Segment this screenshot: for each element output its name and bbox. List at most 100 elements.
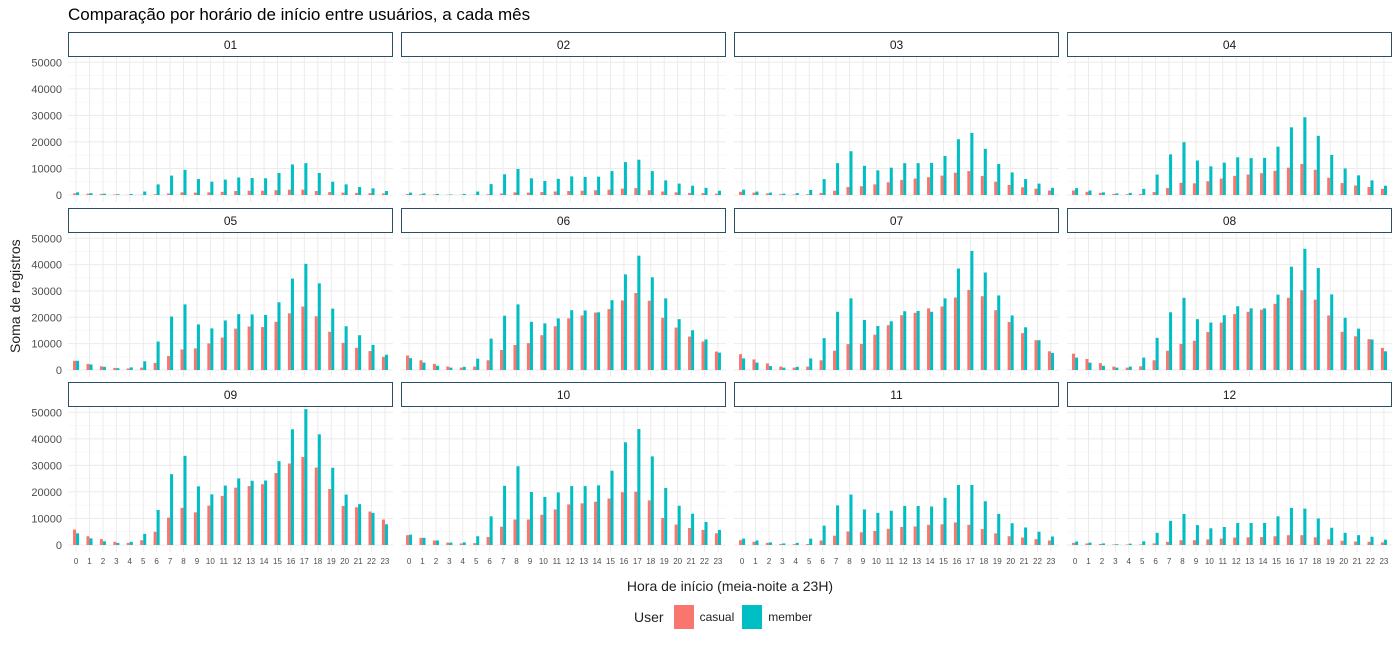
bar-member — [583, 176, 587, 195]
bar-casual — [701, 193, 705, 195]
bar-casual — [341, 342, 345, 370]
bar-casual — [314, 316, 318, 370]
bar-member — [822, 525, 826, 545]
bar-member — [1370, 180, 1374, 195]
bar-casual — [674, 192, 678, 195]
bar-casual — [1072, 190, 1076, 195]
bar-member — [930, 162, 934, 195]
bar-member — [570, 486, 574, 545]
bar-member — [556, 492, 560, 545]
bar-member — [89, 364, 93, 370]
bar-casual — [140, 367, 144, 370]
bar-member — [210, 494, 214, 545]
bar-casual — [328, 331, 332, 370]
bar-member — [717, 352, 721, 370]
bar-member — [650, 171, 654, 195]
bar-casual — [994, 310, 998, 370]
bar-member — [742, 538, 746, 545]
bar-casual — [674, 524, 678, 545]
bar-member — [503, 315, 507, 370]
bar-casual — [714, 193, 718, 195]
bar-casual — [859, 343, 863, 370]
bar-member — [997, 295, 1001, 370]
bar-casual — [1192, 540, 1196, 545]
bar-member — [849, 494, 853, 545]
bar-member — [1222, 162, 1226, 195]
bar-casual — [180, 349, 184, 370]
bar-casual — [886, 325, 890, 370]
bar-casual — [806, 194, 810, 195]
legend-title: User — [634, 609, 664, 625]
bar-member — [1222, 315, 1226, 370]
x-tick-label: 8 — [514, 557, 519, 566]
facet-panel-06: 0601234567891011121314151617181920212223 — [401, 208, 726, 391]
x-tick-label: 4 — [128, 557, 133, 566]
bar-casual — [167, 193, 171, 195]
bar-member — [755, 191, 759, 195]
bar-member — [637, 159, 641, 195]
bar-member — [570, 176, 574, 195]
bar-member — [102, 366, 106, 370]
bar-casual — [980, 296, 984, 370]
x-tick-label: 4 — [461, 557, 466, 566]
bar-casual — [500, 349, 504, 370]
facet-panel-03: 0301234567891011121314151617181920212223 — [734, 32, 1059, 216]
bar-member — [997, 163, 1001, 195]
bar-member — [116, 542, 120, 545]
bar-member — [543, 496, 547, 545]
bar-casual — [980, 529, 984, 545]
bar-member — [782, 193, 786, 195]
bar-casual — [113, 367, 117, 370]
bar-casual — [819, 192, 823, 195]
x-tick-label: 13 — [912, 557, 921, 566]
bar-member — [449, 194, 453, 195]
x-tick-label: 11 — [1219, 557, 1228, 566]
bar-casual — [274, 190, 278, 195]
bar-casual — [368, 193, 372, 195]
x-tick-label: 7 — [501, 557, 506, 566]
bar-member — [889, 510, 893, 545]
chart-title: Comparação por horário de início entre u… — [68, 5, 531, 24]
x-tick-label: 6 — [487, 557, 492, 566]
y-tick-label: 20000 — [31, 137, 62, 149]
bar-member — [1343, 168, 1347, 195]
x-tick-label: 3 — [780, 557, 785, 566]
y-tick-label: 30000 — [31, 286, 62, 298]
bar-casual — [314, 467, 318, 545]
bar-member — [1088, 362, 1092, 370]
facet-strip — [1067, 382, 1392, 407]
bar-member — [1115, 544, 1119, 545]
bar-member — [983, 272, 987, 370]
bar-casual — [1034, 539, 1038, 545]
bar-member — [384, 354, 388, 370]
bar-casual — [247, 326, 251, 370]
bar-casual — [859, 186, 863, 195]
x-tick-label: 21 — [687, 557, 696, 566]
bar-member — [809, 358, 813, 370]
x-tick-label: 23 — [1379, 557, 1388, 566]
bar-member — [358, 504, 362, 545]
bar-casual — [594, 312, 598, 370]
y-tick-label: 0 — [56, 190, 62, 202]
bar-member — [422, 193, 426, 195]
bar-member — [1037, 340, 1041, 370]
bar-member — [691, 185, 695, 195]
bar-casual — [1233, 175, 1237, 195]
bar-member — [76, 533, 80, 545]
bar-casual — [86, 536, 90, 545]
bar-member — [183, 169, 187, 195]
bar-casual — [1166, 350, 1170, 370]
bar-member — [331, 308, 335, 370]
bar-casual — [73, 360, 77, 370]
bar-casual — [688, 336, 692, 370]
bar-casual — [287, 189, 291, 195]
bar-member — [250, 178, 254, 195]
bar-casual — [553, 326, 557, 370]
bar-member — [1330, 527, 1334, 545]
bar-member — [970, 250, 974, 370]
bar-member — [277, 461, 281, 545]
bar-casual — [752, 192, 756, 195]
bar-member — [1303, 508, 1307, 545]
bar-member — [237, 177, 241, 195]
